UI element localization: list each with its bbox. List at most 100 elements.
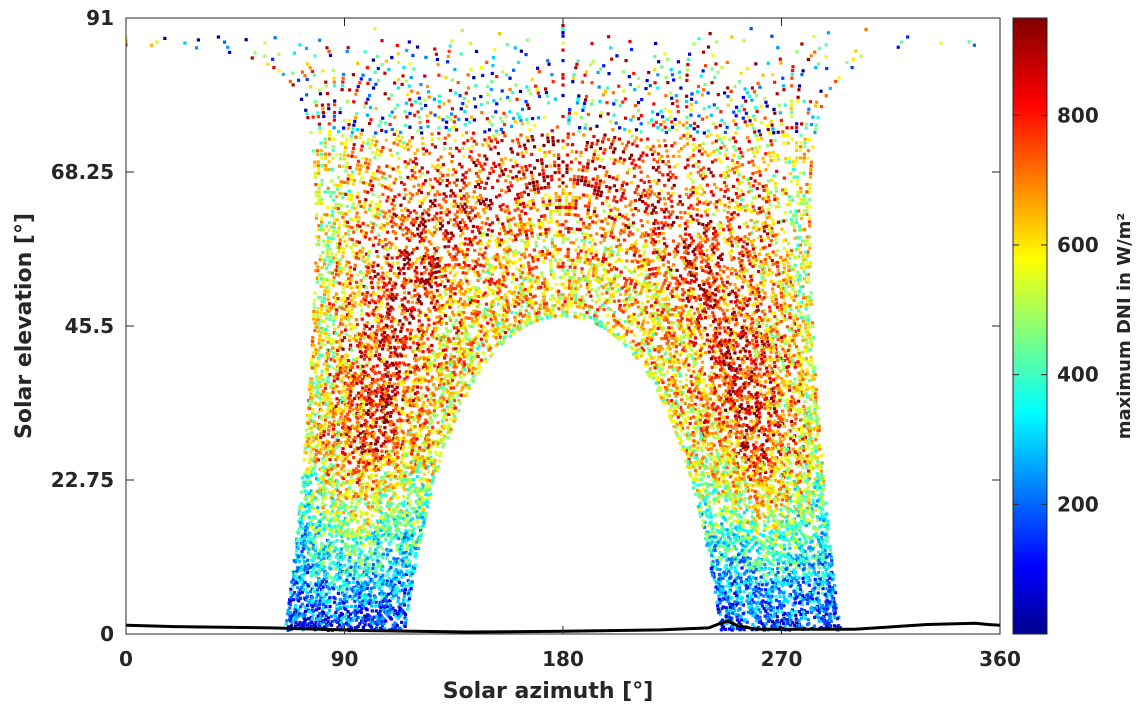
sun-path-point <box>367 254 370 257</box>
sun-path-point <box>351 408 354 411</box>
sun-path-point <box>340 142 343 145</box>
sun-path-point <box>753 346 756 349</box>
sun-path-point <box>410 76 413 79</box>
sun-path-point <box>350 311 353 314</box>
sun-path-point <box>759 133 762 136</box>
sun-path-point <box>773 158 776 161</box>
sun-path-point <box>752 256 755 259</box>
sun-path-point <box>433 47 436 50</box>
sun-path-point <box>769 326 772 329</box>
sun-path-point <box>327 582 330 585</box>
sun-path-point <box>382 228 385 231</box>
sun-path-point <box>805 384 808 387</box>
sun-path-point <box>438 95 441 98</box>
sun-path-point <box>318 190 321 193</box>
sun-path-point <box>811 378 814 381</box>
sun-path-point <box>647 92 650 95</box>
sun-path-point <box>722 136 725 139</box>
sun-path-point <box>331 391 334 394</box>
sun-path-point <box>789 308 792 311</box>
sun-path-point <box>322 506 325 509</box>
sun-path-point <box>349 432 352 435</box>
sun-path-point <box>771 124 774 127</box>
sun-path-point <box>318 334 321 337</box>
sun-path-point <box>330 615 333 618</box>
sun-path-point <box>391 256 394 259</box>
sun-path-point <box>396 44 399 47</box>
sun-path-point <box>732 185 735 188</box>
sun-path-point <box>800 366 803 369</box>
sun-path-point <box>671 73 674 76</box>
sun-path-point <box>779 304 782 307</box>
sun-path-point <box>754 171 757 174</box>
sun-path-point <box>775 414 778 417</box>
sun-path-point <box>686 158 689 161</box>
sun-path-point <box>800 73 803 76</box>
sun-path-point <box>747 190 750 193</box>
sun-path-point <box>308 442 311 445</box>
sun-path-point <box>327 50 330 53</box>
sun-path-point <box>728 251 731 254</box>
sun-path-point <box>818 494 821 497</box>
sun-path-point <box>314 413 317 416</box>
sun-path-point <box>311 596 314 599</box>
sun-path-point <box>506 43 509 46</box>
sun-path-point <box>752 127 755 130</box>
sun-path-point <box>804 373 807 376</box>
sun-path-point <box>405 232 408 235</box>
sun-path-point <box>495 75 498 78</box>
sun-path-point <box>492 134 495 137</box>
sun-path-point <box>327 294 330 297</box>
sun-path-point <box>789 462 792 465</box>
sun-path-point <box>321 183 324 186</box>
sun-path-point <box>317 330 320 333</box>
sun-path-point <box>412 67 415 70</box>
sun-path-point <box>377 166 380 169</box>
sun-path-point <box>502 131 505 134</box>
sun-path-point <box>583 102 586 105</box>
sun-path-point <box>313 306 316 309</box>
sun-path-point <box>787 539 790 542</box>
sun-path-point <box>328 470 331 473</box>
sun-path-point <box>344 474 347 477</box>
sun-path-point <box>352 413 355 416</box>
sun-path-point <box>808 363 811 366</box>
sun-path-point <box>315 608 318 611</box>
sun-path-point <box>422 153 425 156</box>
sun-path-point <box>770 296 773 299</box>
sun-path-point <box>374 275 377 278</box>
sun-path-point <box>322 111 325 114</box>
sun-path-point <box>756 110 759 113</box>
sun-path-point <box>716 209 719 212</box>
sun-path-point <box>758 253 761 256</box>
sun-path-point <box>328 458 331 461</box>
sun-path-point <box>373 177 376 180</box>
sun-path-point <box>738 156 741 159</box>
sun-path-point <box>322 281 325 284</box>
sun-path-point <box>460 107 463 110</box>
sun-path-point <box>312 382 315 385</box>
sun-path-point <box>797 348 800 351</box>
sun-path-point <box>314 472 317 475</box>
sun-path-point <box>771 312 774 315</box>
sun-path-point <box>353 292 356 295</box>
sun-path-point <box>327 429 330 432</box>
sun-path-point <box>787 349 790 352</box>
sun-path-point <box>304 610 307 613</box>
sun-path-point <box>330 551 333 554</box>
sun-path-point <box>339 184 342 187</box>
sun-path-point <box>317 391 320 394</box>
sun-path-point <box>277 69 280 72</box>
sun-path-point <box>345 162 348 165</box>
sun-path-point <box>339 270 342 273</box>
sun-path-point <box>709 133 712 136</box>
sun-path-point <box>811 325 814 328</box>
sun-path-point <box>376 55 379 58</box>
sun-path-point <box>323 259 326 262</box>
sun-path-track <box>124 43 976 629</box>
sun-path-point <box>480 66 483 69</box>
sun-path-point <box>758 265 761 268</box>
sun-path-point <box>803 145 806 148</box>
sun-path-point <box>609 46 612 49</box>
sun-path-point <box>352 73 355 76</box>
